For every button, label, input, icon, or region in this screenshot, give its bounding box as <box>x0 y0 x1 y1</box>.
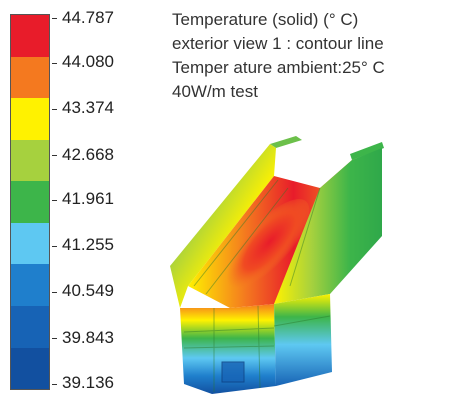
scale-tick-label: 40.549 <box>62 281 114 300</box>
tick-mark <box>52 63 57 64</box>
back-left-rail <box>270 136 302 148</box>
front-slot <box>221 361 245 383</box>
color-band <box>11 264 49 306</box>
tick-mark <box>52 384 57 385</box>
scale-tick-label: 39.136 <box>62 373 114 392</box>
color-band <box>11 56 49 99</box>
scale-tick-label: 41.255 <box>62 235 114 254</box>
info-ambient: Temper ature ambient:25° C <box>172 58 385 77</box>
color-band <box>11 347 49 390</box>
front-face <box>180 304 276 394</box>
tick-mark <box>52 200 57 201</box>
tick-mark <box>52 246 57 247</box>
color-band <box>11 98 49 140</box>
front-side-face <box>274 294 332 386</box>
scale-tick-label: 44.080 <box>62 52 114 71</box>
profile-contour-lines <box>183 179 331 392</box>
info-test: 40W/m test <box>172 82 258 101</box>
color-band <box>11 181 49 223</box>
temperature-contour-model <box>170 136 384 394</box>
left-wall <box>170 144 276 308</box>
scale-tick-label: 43.374 <box>62 98 114 117</box>
right-wall <box>274 148 382 304</box>
scale-tick-label: 39.843 <box>62 328 114 347</box>
info-view: exterior view 1 : contour line <box>172 34 384 53</box>
tick-mark <box>52 292 57 293</box>
simulation-info: Temperature (solid) (° C) exterior view … <box>172 8 385 104</box>
scale-tick-label: 42.668 <box>62 145 114 164</box>
color-scale-bar <box>10 14 50 390</box>
color-band <box>11 222 49 265</box>
back-right-rail <box>350 142 384 160</box>
color-band <box>11 139 49 182</box>
color-band <box>11 15 49 57</box>
scale-tick-label: 44.787 <box>62 8 114 27</box>
color-band <box>11 305 49 348</box>
info-title: Temperature (solid) (° C) <box>172 10 359 29</box>
tick-mark <box>52 109 57 110</box>
tick-mark <box>52 338 57 339</box>
tick-mark <box>52 18 57 19</box>
scale-tick-label: 41.961 <box>62 189 114 208</box>
hot-zone <box>222 199 310 293</box>
tick-mark <box>52 155 57 156</box>
